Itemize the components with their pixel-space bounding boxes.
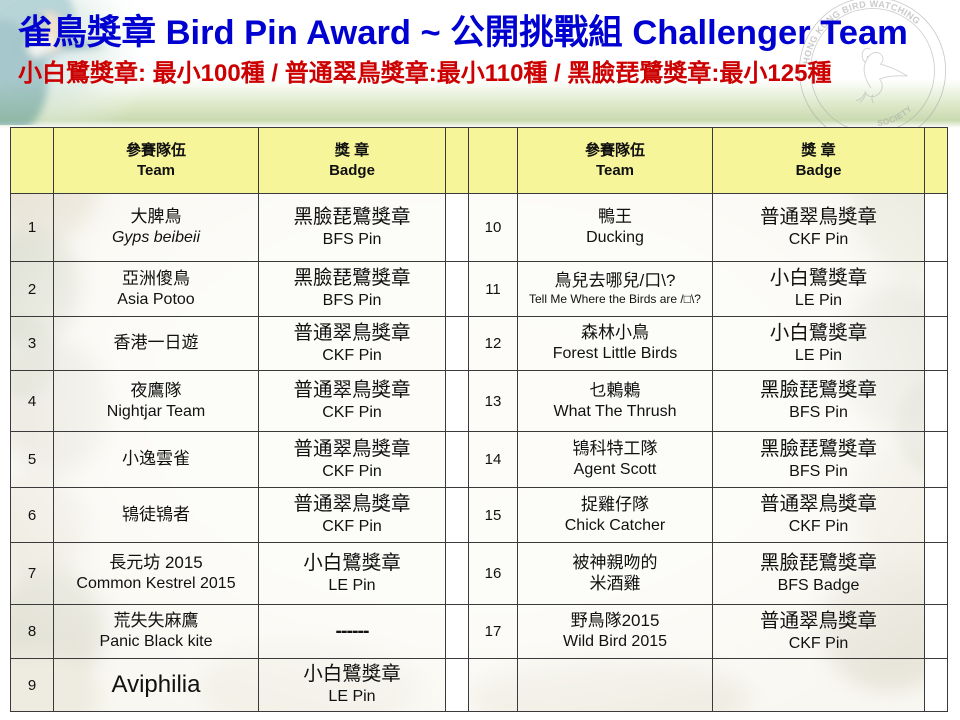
svg-text:SOCIETY: SOCIETY <box>877 103 914 128</box>
